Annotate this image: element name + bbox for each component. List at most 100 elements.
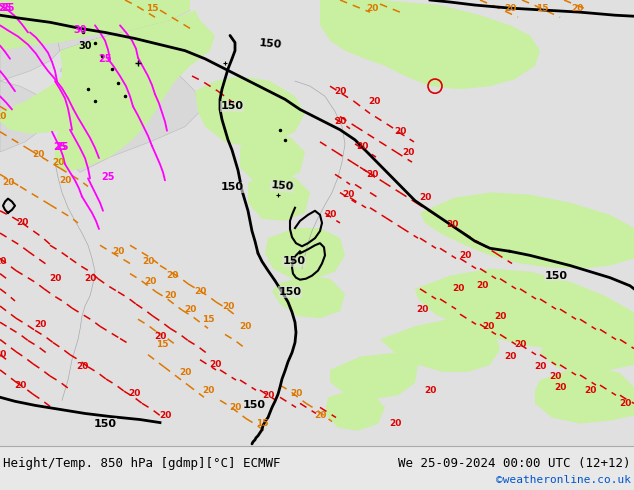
Text: 20: 20 (262, 391, 274, 400)
Polygon shape (65, 71, 200, 172)
Text: 15: 15 (156, 340, 168, 349)
Text: 150: 150 (278, 287, 302, 297)
Text: 20: 20 (534, 362, 546, 371)
Text: 20: 20 (239, 322, 251, 331)
Text: 20: 20 (424, 386, 436, 394)
Text: 20: 20 (389, 419, 401, 428)
Text: 20: 20 (2, 178, 14, 187)
Polygon shape (55, 10, 215, 172)
Text: 20: 20 (144, 277, 156, 286)
Text: 20: 20 (334, 87, 346, 96)
Text: 20: 20 (184, 305, 196, 314)
Text: 150: 150 (283, 256, 306, 267)
Text: 20: 20 (14, 381, 26, 390)
Text: 20: 20 (34, 320, 46, 329)
Text: 20: 20 (416, 305, 428, 314)
Polygon shape (0, 61, 120, 134)
Text: 20: 20 (154, 332, 166, 341)
Text: 20: 20 (482, 322, 494, 331)
Polygon shape (330, 353, 418, 399)
Polygon shape (0, 81, 50, 152)
Text: 30: 30 (78, 41, 92, 50)
Polygon shape (0, 0, 190, 50)
Text: 20: 20 (202, 386, 214, 394)
Text: 20: 20 (446, 220, 458, 229)
Text: 20: 20 (368, 97, 380, 106)
Text: 20: 20 (356, 143, 368, 151)
Text: 20: 20 (314, 411, 326, 420)
Text: 20: 20 (128, 389, 140, 398)
Text: 20: 20 (549, 372, 561, 382)
Text: 15: 15 (536, 3, 548, 13)
Text: 20: 20 (494, 312, 506, 320)
Text: 25: 25 (53, 142, 67, 152)
Polygon shape (240, 137, 305, 182)
Text: 20: 20 (366, 170, 378, 179)
Text: 20: 20 (394, 127, 406, 136)
Text: 20: 20 (504, 3, 516, 13)
Polygon shape (0, 0, 60, 81)
Text: 150: 150 (93, 418, 117, 429)
Text: 20: 20 (49, 274, 61, 283)
Text: 20: 20 (112, 247, 124, 256)
Text: 20: 20 (229, 403, 241, 412)
Text: 20: 20 (32, 149, 44, 159)
Polygon shape (272, 276, 345, 318)
Text: 20: 20 (334, 117, 346, 126)
Polygon shape (195, 76, 305, 147)
Text: 20: 20 (222, 301, 234, 311)
Text: 25: 25 (0, 3, 12, 13)
Text: 20: 20 (59, 176, 71, 185)
Text: 20: 20 (476, 281, 488, 290)
Text: 20: 20 (366, 3, 378, 13)
Text: 150: 150 (258, 38, 282, 49)
Text: 150: 150 (242, 400, 266, 410)
Polygon shape (535, 367, 634, 423)
Text: 25: 25 (1, 3, 15, 13)
Polygon shape (248, 174, 310, 221)
Text: 20: 20 (166, 271, 178, 280)
Text: 20: 20 (514, 340, 526, 349)
Text: 30: 30 (74, 25, 87, 35)
Text: 20: 20 (324, 210, 336, 220)
Text: 20: 20 (342, 190, 354, 199)
Text: 150: 150 (270, 180, 294, 193)
Text: 20: 20 (164, 292, 176, 300)
Text: 150: 150 (221, 101, 243, 111)
Text: 25: 25 (98, 54, 112, 64)
Text: 15: 15 (202, 315, 214, 324)
Text: 20: 20 (0, 257, 6, 266)
Text: 20: 20 (402, 147, 414, 156)
Polygon shape (420, 193, 634, 269)
Text: Height/Temp. 850 hPa [gdmp][°C] ECMWF: Height/Temp. 850 hPa [gdmp][°C] ECMWF (3, 457, 281, 469)
Text: 20: 20 (419, 193, 431, 202)
Text: ©weatheronline.co.uk: ©weatheronline.co.uk (496, 475, 631, 485)
Polygon shape (60, 20, 195, 101)
Text: 20: 20 (571, 3, 583, 13)
Text: 20: 20 (459, 251, 471, 260)
Polygon shape (540, 319, 634, 372)
Text: 20: 20 (142, 257, 154, 266)
Text: 20: 20 (194, 287, 206, 296)
Text: 20: 20 (209, 360, 221, 369)
Text: 150: 150 (221, 182, 243, 193)
Text: 20: 20 (76, 362, 88, 371)
Text: 20: 20 (290, 389, 302, 398)
Text: 20: 20 (452, 284, 464, 294)
Polygon shape (55, 0, 190, 50)
Text: 20: 20 (158, 411, 171, 420)
Text: 150: 150 (545, 270, 567, 281)
Text: 25: 25 (55, 142, 68, 152)
Text: 20: 20 (84, 274, 96, 283)
Text: 20: 20 (0, 350, 6, 359)
Text: 25: 25 (101, 172, 115, 182)
Text: 15: 15 (146, 3, 158, 13)
Text: 20: 20 (179, 368, 191, 377)
Polygon shape (320, 0, 540, 89)
Polygon shape (415, 269, 634, 350)
Polygon shape (380, 319, 500, 372)
Polygon shape (265, 228, 345, 279)
Text: 20: 20 (619, 399, 631, 408)
Text: We 25-09-2024 00:00 UTC (12+12): We 25-09-2024 00:00 UTC (12+12) (398, 457, 631, 469)
Text: 20: 20 (16, 219, 28, 227)
